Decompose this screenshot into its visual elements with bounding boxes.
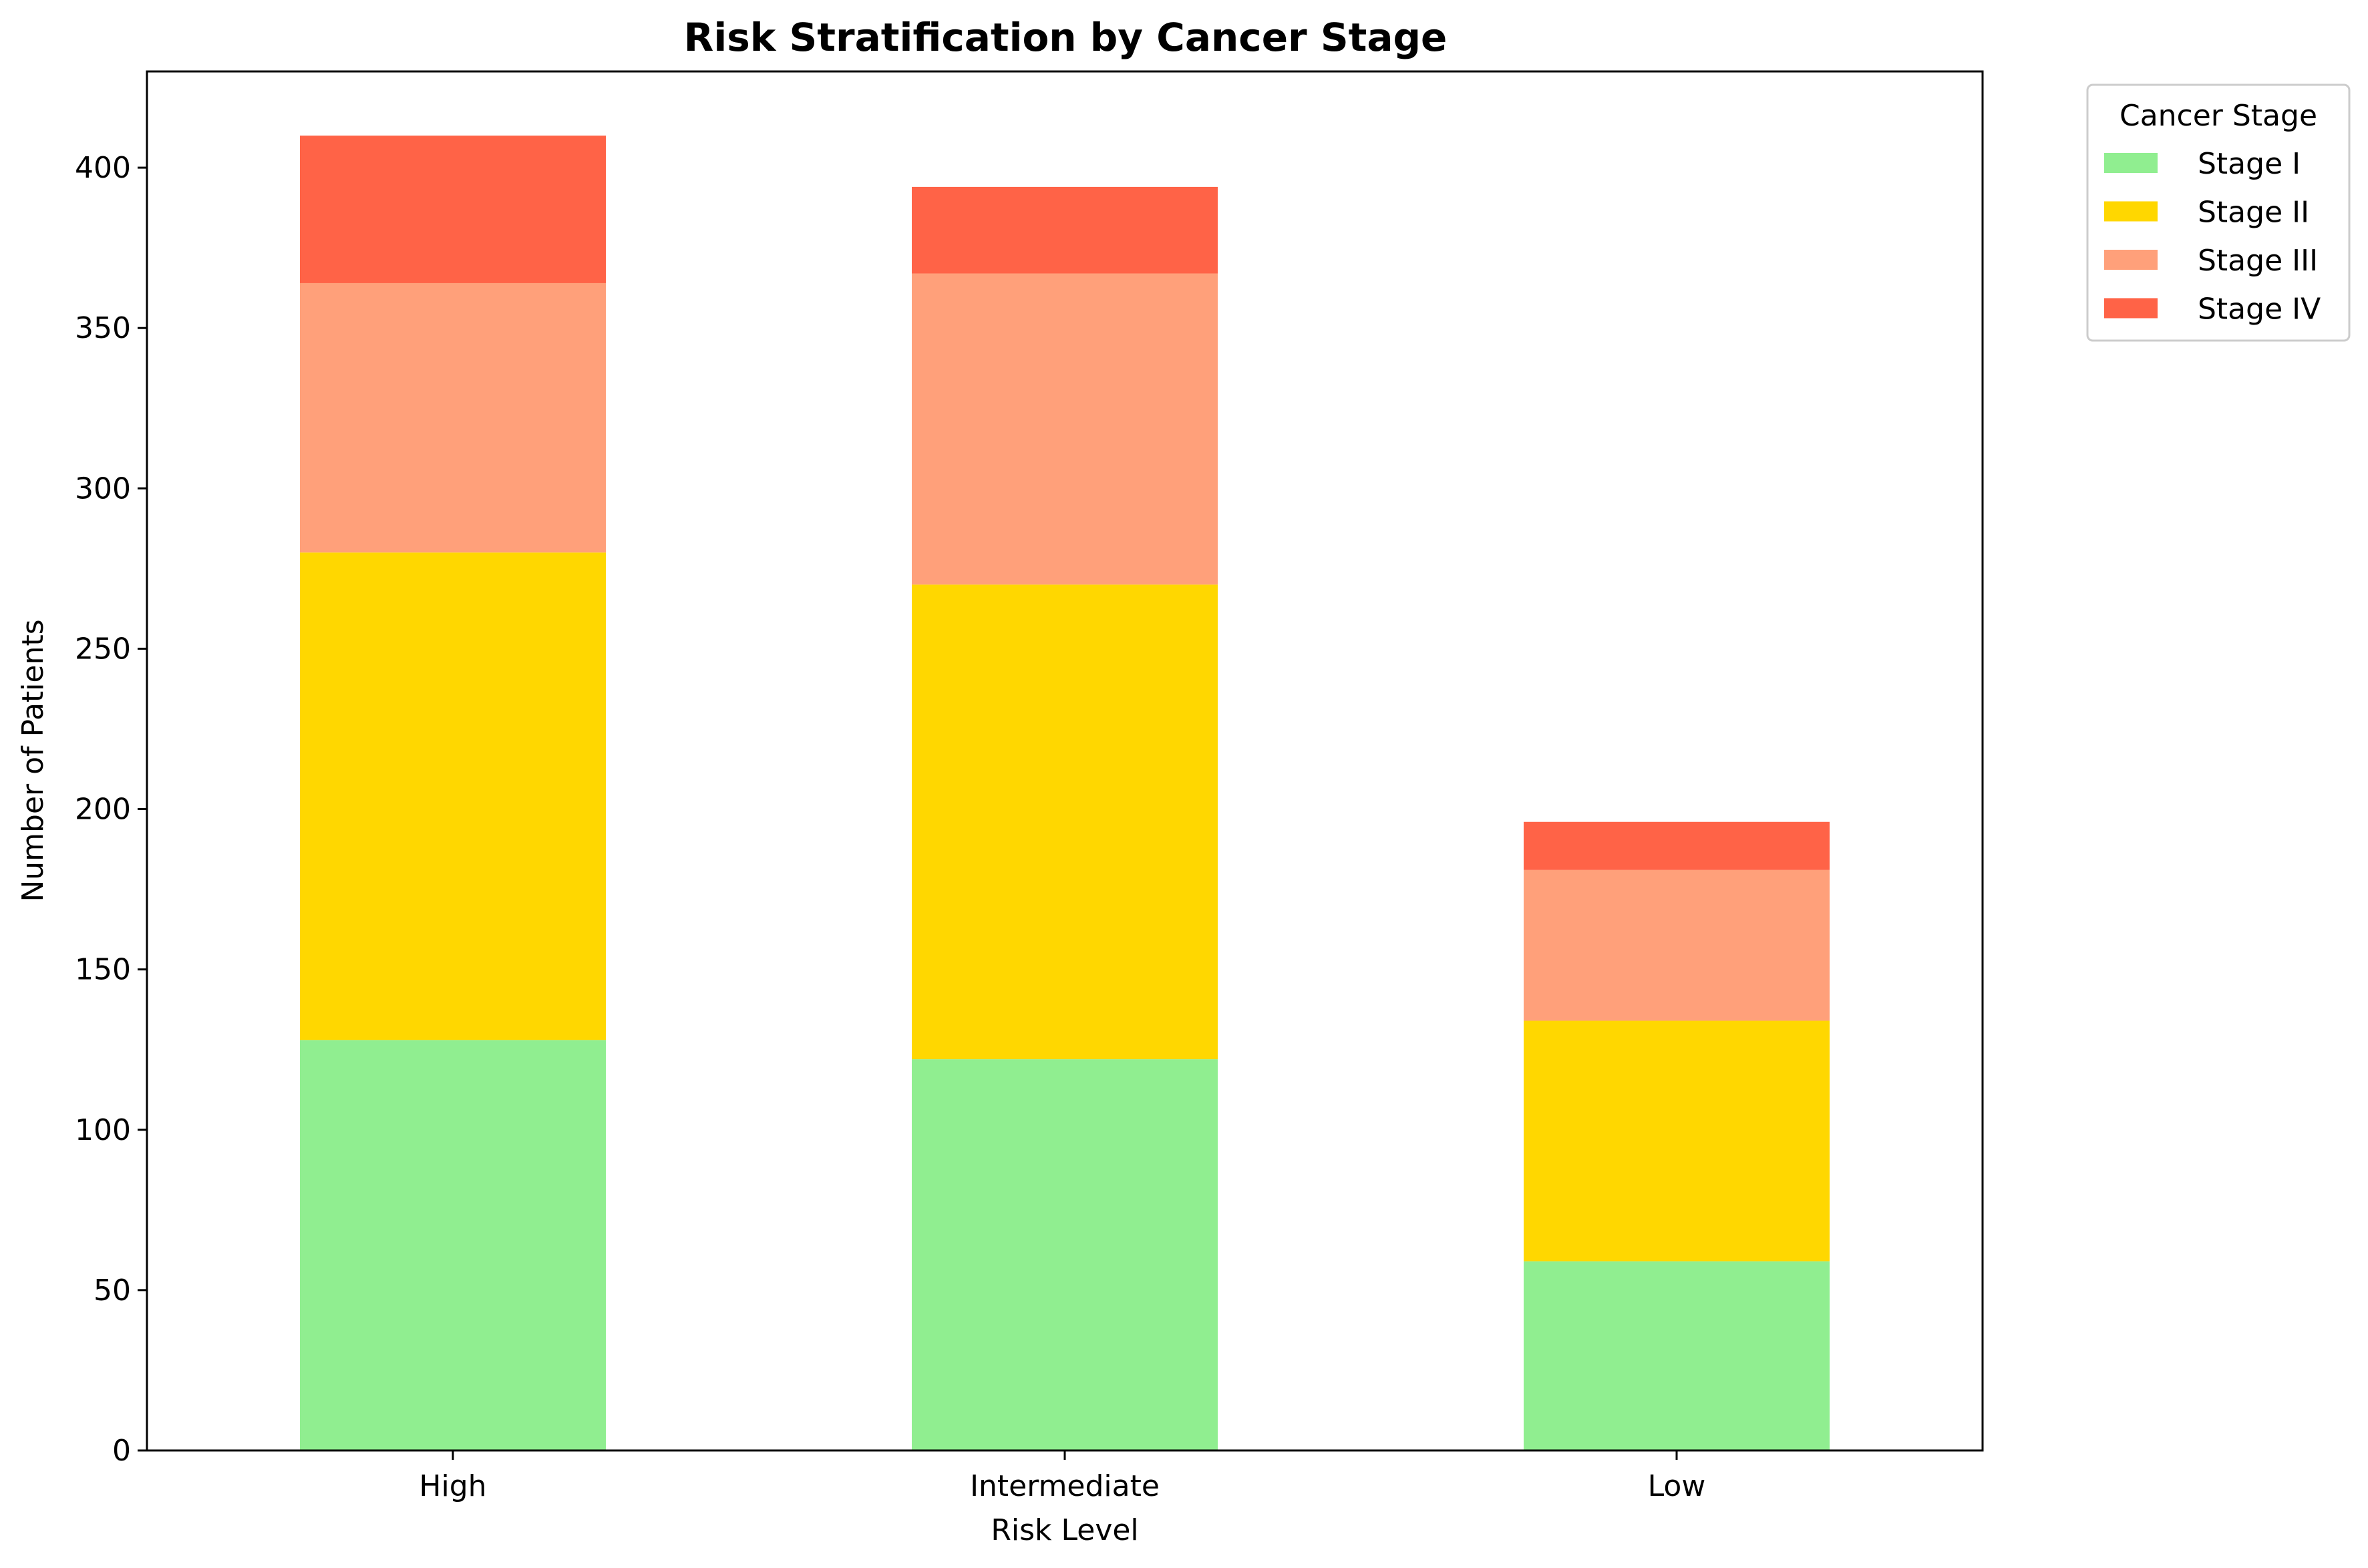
y-tick-label: 0 — [112, 1434, 131, 1468]
bar-intermediate-stage-iii — [912, 273, 1218, 585]
bar-intermediate-stage-iv — [912, 186, 1218, 274]
y-axis-ticks: 0 50 100 150 200 250 300 350 400 — [75, 151, 147, 1468]
bar-low-stage-iv — [1524, 821, 1830, 870]
x-tick-label-high: High — [419, 1469, 486, 1503]
legend-items: Stage I Stage II Stage III Stage IV — [2104, 147, 2321, 327]
legend-label-stage-iv: Stage IV — [2198, 292, 2321, 327]
y-tick-label: 150 — [75, 953, 131, 987]
y-tick-label: 50 — [94, 1273, 131, 1308]
bar-intermediate-stage-ii — [912, 584, 1218, 1060]
y-tick-label: 250 — [75, 632, 131, 666]
x-tick-label-low: Low — [1648, 1469, 1706, 1503]
legend-label-stage-i: Stage I — [2198, 147, 2301, 181]
bar-high-stage-ii — [300, 552, 606, 1040]
x-axis-label: Risk Level — [991, 1513, 1138, 1547]
bar-high-stage-iii — [300, 282, 606, 553]
x-axis-ticks: High Intermediate Low — [419, 1450, 1705, 1503]
legend-label-stage-ii: Stage II — [2198, 196, 2309, 230]
legend-swatch-stage-iii — [2104, 250, 2158, 270]
plot-area-frame — [146, 70, 1984, 1452]
bar-low-stage-iii — [1524, 869, 1830, 1021]
y-tick-label: 300 — [75, 471, 131, 506]
y-tick-label: 350 — [75, 311, 131, 345]
bar-high-stage-iv — [300, 136, 606, 283]
legend-box — [2086, 83, 2351, 342]
legend-swatch-stage-ii — [2104, 201, 2158, 222]
y-tick-label: 100 — [75, 1113, 131, 1147]
bar-low-stage-ii — [1524, 1020, 1830, 1261]
bar-intermediate-stage-i — [912, 1059, 1218, 1450]
x-tick-label-intermediate: Intermediate — [970, 1469, 1160, 1503]
y-tick-label: 200 — [75, 793, 131, 827]
y-tick-label: 400 — [75, 151, 131, 185]
legend-swatch-stage-iv — [2104, 298, 2158, 319]
bar-low-stage-i — [1524, 1261, 1830, 1450]
legend-label-stage-iii: Stage III — [2198, 244, 2318, 278]
chart-title: Risk Stratification by Cancer Stage — [684, 15, 1448, 60]
legend-title: Cancer Stage — [2120, 99, 2317, 133]
y-axis-label: Number of Patients — [16, 619, 50, 902]
bar-high-stage-i — [300, 1040, 606, 1450]
bars-layer — [300, 136, 1830, 1450]
legend-swatch-stage-i — [2104, 153, 2158, 173]
